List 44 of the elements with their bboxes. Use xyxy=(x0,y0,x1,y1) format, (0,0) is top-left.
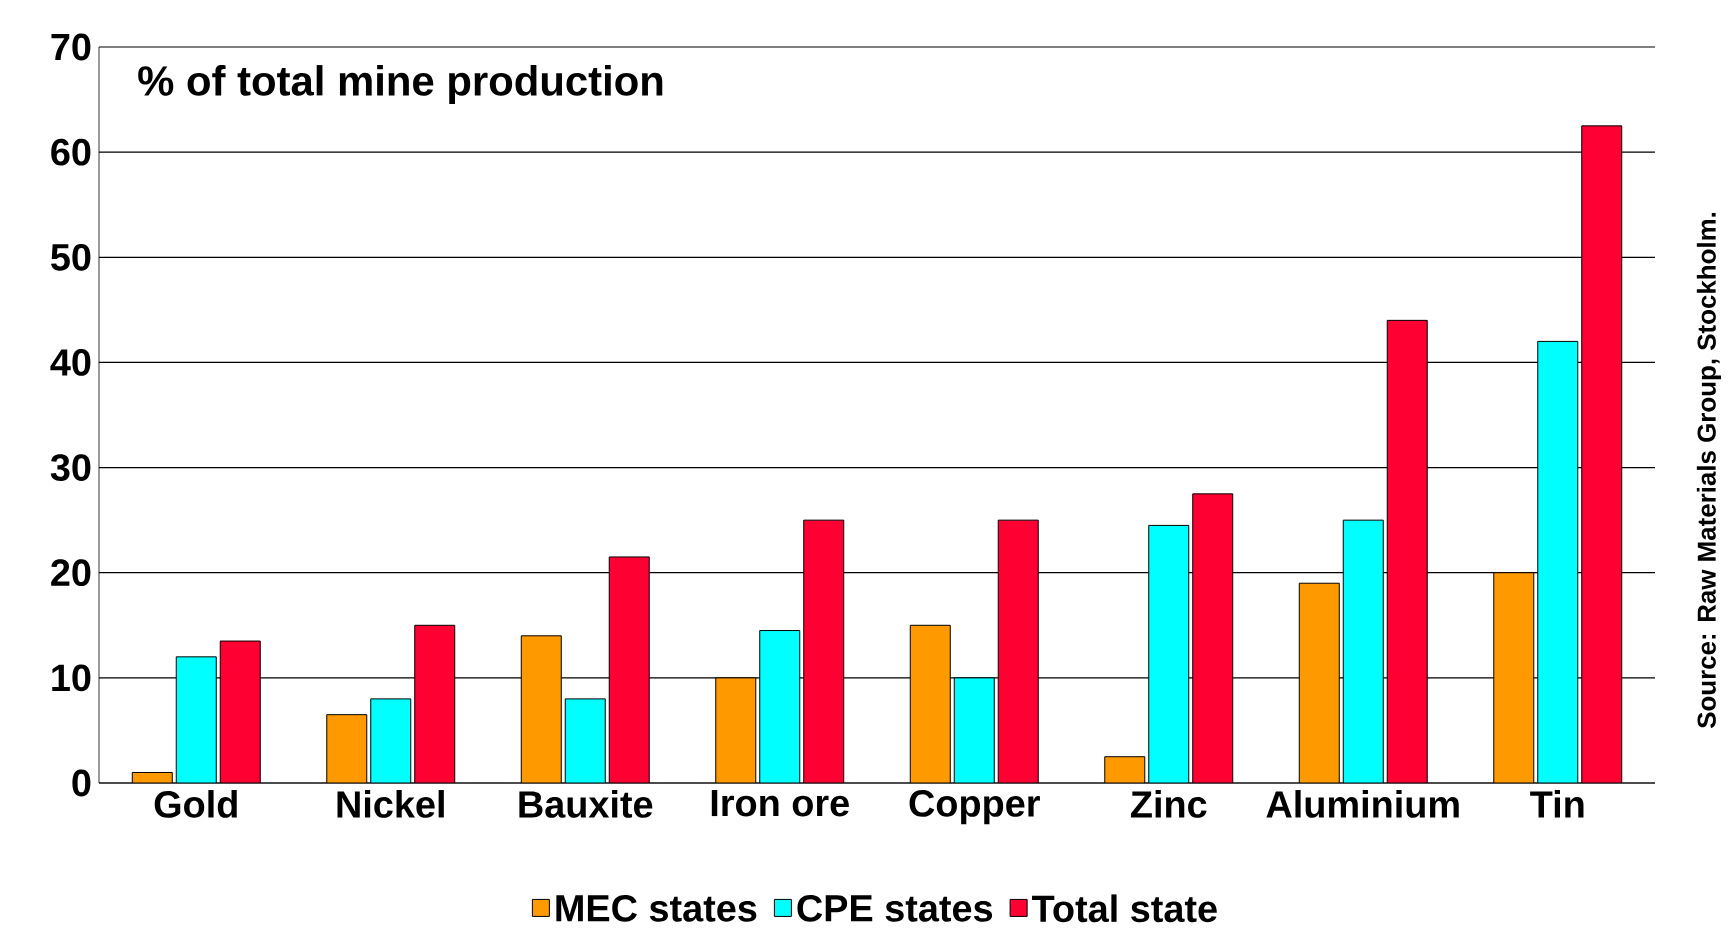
bar xyxy=(953,677,995,783)
bar xyxy=(803,519,845,783)
bar xyxy=(414,624,456,783)
x-tick-label: Zinc xyxy=(1130,790,1207,818)
y-tick-label: 10 xyxy=(52,664,91,692)
bar xyxy=(715,677,757,783)
legend-label: Total state xyxy=(1032,894,1217,923)
x-tick-label: Iron ore xyxy=(711,790,849,817)
bar xyxy=(1104,756,1146,783)
y-tick-label: 70 xyxy=(51,33,91,61)
legend-label: MEC states xyxy=(556,894,757,922)
y-tick-label: 20 xyxy=(51,559,91,587)
annotation: % of total mine production xyxy=(138,65,663,105)
bar xyxy=(219,640,261,783)
bar xyxy=(1537,340,1579,783)
bar xyxy=(759,630,801,783)
x-tick-label: Copper xyxy=(909,790,1040,825)
y-tick-label: 60 xyxy=(51,138,91,166)
x-tick-label: Nickel xyxy=(337,790,444,818)
bar xyxy=(370,698,412,783)
bar xyxy=(909,624,951,783)
legend-label: CPE states xyxy=(797,894,993,922)
y-tick-label: 30 xyxy=(50,454,91,482)
bar xyxy=(1342,519,1384,783)
bar xyxy=(326,714,368,783)
source-note: Source: Raw Materials Group, Stockholm. xyxy=(1696,212,1721,729)
y-tick-label: 40 xyxy=(50,349,91,376)
bar xyxy=(1386,319,1428,783)
bar xyxy=(1192,493,1234,783)
bar xyxy=(520,635,562,783)
bar xyxy=(1148,524,1190,783)
bar xyxy=(608,556,650,783)
x-tick-label: Gold xyxy=(154,790,237,818)
bar xyxy=(564,698,606,783)
bar xyxy=(175,656,217,783)
bar xyxy=(997,519,1039,783)
bar xyxy=(1493,572,1535,783)
x-tick-label: Bauxite xyxy=(519,790,653,818)
bar xyxy=(1298,582,1340,783)
bar xyxy=(1581,125,1623,783)
y-tick-label: 50 xyxy=(51,243,91,271)
x-tick-label: Tin xyxy=(1530,790,1584,818)
y-tick-label: 0 xyxy=(72,769,91,797)
x-tick-label: Aluminium xyxy=(1266,790,1459,818)
